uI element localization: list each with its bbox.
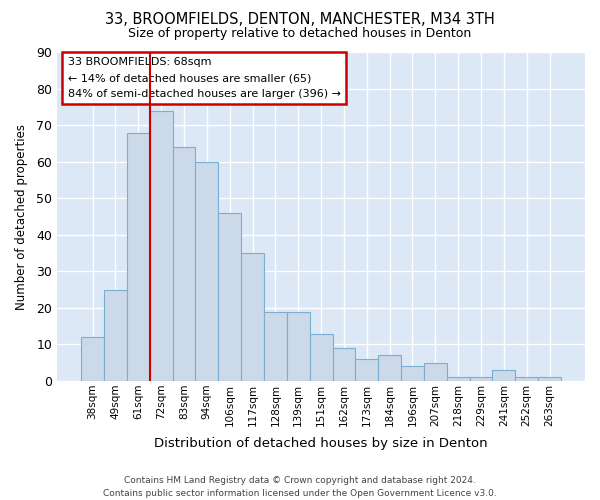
Bar [493, 370, 515, 381]
Bar [310, 334, 332, 381]
Bar [150, 111, 173, 381]
Y-axis label: Number of detached properties: Number of detached properties [15, 124, 28, 310]
Bar [538, 378, 561, 381]
X-axis label: Distribution of detached houses by size in Denton: Distribution of detached houses by size … [154, 437, 488, 450]
Text: Size of property relative to detached houses in Denton: Size of property relative to detached ho… [128, 28, 472, 40]
Text: 33, BROOMFIELDS, DENTON, MANCHESTER, M34 3TH: 33, BROOMFIELDS, DENTON, MANCHESTER, M34… [105, 12, 495, 28]
Text: Contains HM Land Registry data © Crown copyright and database right 2024.
Contai: Contains HM Land Registry data © Crown c… [103, 476, 497, 498]
Bar [355, 359, 378, 381]
Bar [378, 356, 401, 381]
Bar [515, 378, 538, 381]
Bar [264, 312, 287, 381]
Bar [241, 253, 264, 381]
Bar [81, 337, 104, 381]
Bar [218, 213, 241, 381]
Bar [127, 133, 150, 381]
Bar [332, 348, 355, 381]
Bar [104, 290, 127, 381]
Bar [470, 378, 493, 381]
Bar [196, 162, 218, 381]
Bar [424, 362, 447, 381]
Bar [287, 312, 310, 381]
Bar [401, 366, 424, 381]
Bar [173, 148, 196, 381]
Bar [447, 378, 470, 381]
Text: 33 BROOMFIELDS: 68sqm
← 14% of detached houses are smaller (65)
84% of semi-deta: 33 BROOMFIELDS: 68sqm ← 14% of detached … [68, 58, 341, 98]
